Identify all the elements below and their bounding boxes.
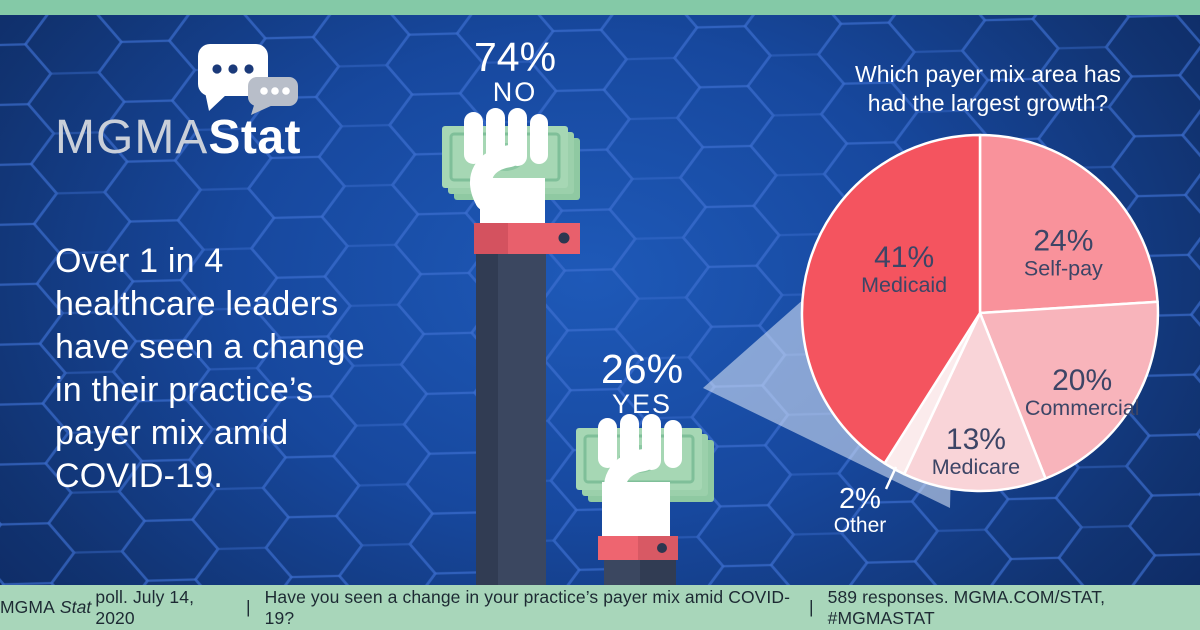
speech-bubble-small-icon (248, 77, 298, 115)
top-accent-bar (0, 0, 1200, 15)
footer-separator: | (246, 597, 251, 617)
yes-percentage: 26% (600, 346, 684, 392)
other-percentage: 2% (839, 483, 881, 515)
pie-title-line: had the largest growth? (867, 90, 1109, 116)
pie-slice-medicaid (800, 133, 982, 465)
footer-bar: MGMA Stat poll. July 14, 2020 | Have you see… (0, 585, 1200, 630)
no-percentage: 74% (473, 34, 557, 80)
mgma-stat-logo: MGMAStat (55, 42, 301, 162)
no-arm-money-fist-icon (442, 108, 580, 585)
headline-line: in their practice’s (55, 371, 314, 409)
other-slice-label: 2% Other (818, 484, 902, 537)
footer-poll-info: poll. July 14, 2020 (95, 586, 195, 628)
pie-slice-self-pay (978, 133, 1159, 315)
yes-label: YES (611, 389, 673, 419)
headline-line: healthcare leaders (55, 285, 339, 323)
pie-slice-label: 13% Medicare (932, 423, 1020, 479)
logo-wordmark: MGMAStat (55, 114, 301, 162)
other-name: Other (833, 514, 887, 537)
footer-question: Have you seen a change in your practice’… (264, 586, 791, 628)
headline-line: Over 1 in 4 (55, 242, 224, 280)
footer-responses: 589 responses. MGMA.COM/STAT, #MGMASTAT (827, 586, 1106, 628)
pie-title-line: Which payer mix area has (855, 61, 1121, 87)
pie-slice-label: 41% Medicaid (861, 241, 947, 297)
footer-brand-stat: Stat (59, 597, 92, 617)
headline-line: COVID-19. (55, 457, 224, 495)
pie-slice-label: 20% Commercial (1025, 364, 1140, 420)
speech-bubbles-icon (198, 44, 298, 115)
footer-brand: MGMA (0, 597, 55, 617)
pie-title: Which payer mix area has had the largest… (838, 60, 1138, 118)
yes-arm-money-fist-icon (576, 414, 714, 585)
footer-separator: | (808, 597, 814, 617)
no-stat: 74% NO (436, 36, 594, 106)
yes-stat: 26% YES (566, 348, 718, 418)
pie-slice-commercial (978, 300, 1160, 480)
pie-slice-label: 24% Self-pay (1024, 225, 1103, 281)
other-leader-line (884, 466, 898, 490)
logo-mgma: MGMA (55, 111, 209, 164)
no-label: NO (492, 77, 538, 107)
headline-line: payer mix amid (55, 414, 289, 452)
pie-slice-medicare (902, 311, 1047, 493)
logo-stat: Stat (208, 111, 302, 164)
headline: Over 1 in 4 healthcare leaders have seen… (55, 240, 365, 498)
headline-line: have seen a change (55, 328, 365, 366)
pie-chart-area: 24% Self-pay 20% Commercial 13% Medicare 41% Me… (790, 123, 1170, 508)
